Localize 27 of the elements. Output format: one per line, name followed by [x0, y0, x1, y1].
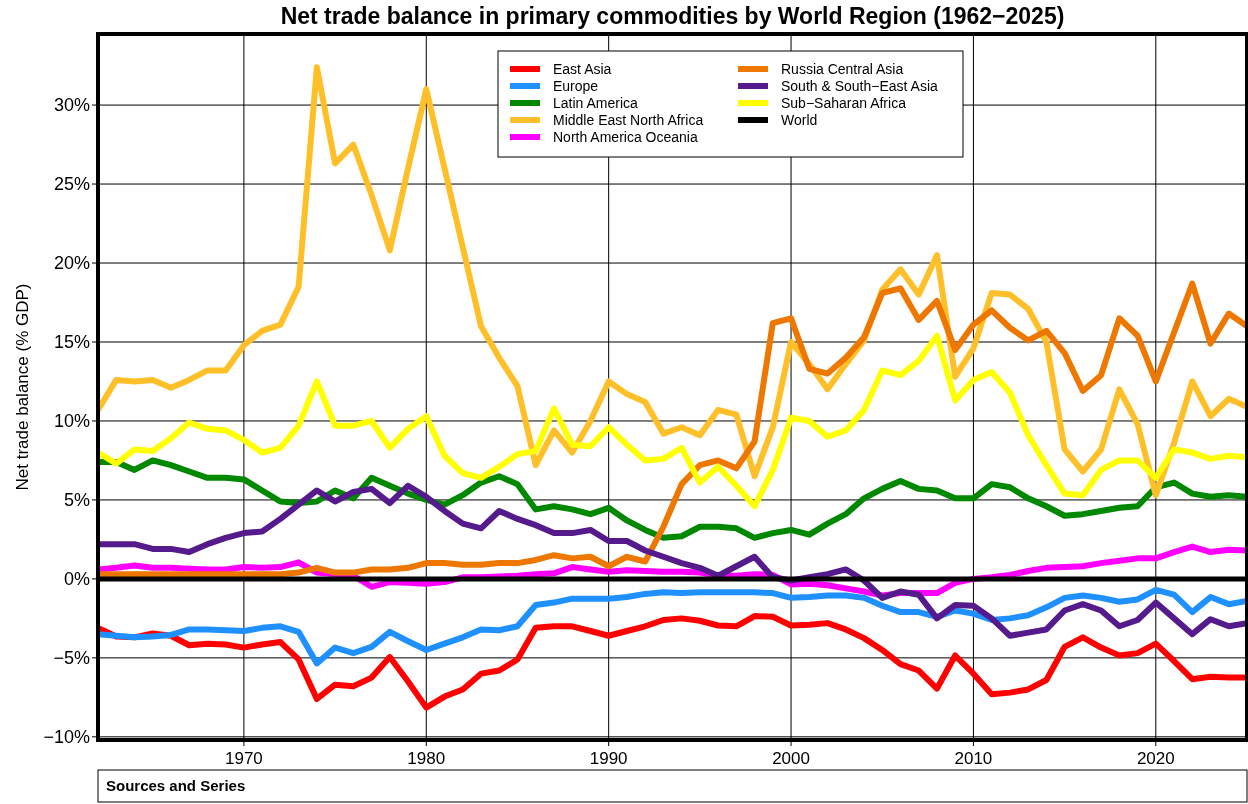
legend-label: East Asia [553, 60, 612, 77]
legend-label: Latin America [553, 94, 639, 111]
y-tick-label: 0% [63, 569, 90, 590]
source-note: Sources and Series [106, 777, 246, 795]
legend-label: South & South−East Asia [781, 77, 939, 94]
legend-label: North America Oceania [553, 128, 698, 145]
x-tick-label: 1990 [589, 749, 628, 768]
x-tick-label: 2010 [954, 749, 993, 768]
y-tick-label: −10% [43, 727, 90, 748]
y-tick-label: 25% [53, 174, 90, 195]
legend-label: Sub−Saharan Africa [781, 94, 907, 111]
x-tick-label: 2000 [772, 749, 810, 768]
y-tick-label: 5% [63, 490, 90, 511]
y-tick-label: 20% [53, 253, 90, 274]
x-tick-label: 1970 [224, 749, 263, 768]
x-tick-label: 1980 [407, 749, 446, 768]
y-tick-label: −5% [53, 648, 90, 669]
y-axis-title: Net trade balance (% GDP) [13, 283, 32, 491]
y-tick-label: 30% [53, 95, 90, 116]
y-tick-label: 10% [53, 411, 90, 432]
y-tick-label: 15% [53, 332, 90, 353]
legend-label: Russia Central Asia [781, 60, 904, 77]
chart-title: Net trade balance in primary commodities by World Region (1962−2025) [280, 3, 1065, 29]
x-tick-label: 2020 [1136, 749, 1175, 768]
legend-label: Europe [553, 77, 599, 94]
legend-label: World [781, 111, 818, 128]
legend-label: Middle East North Africa [553, 111, 704, 128]
